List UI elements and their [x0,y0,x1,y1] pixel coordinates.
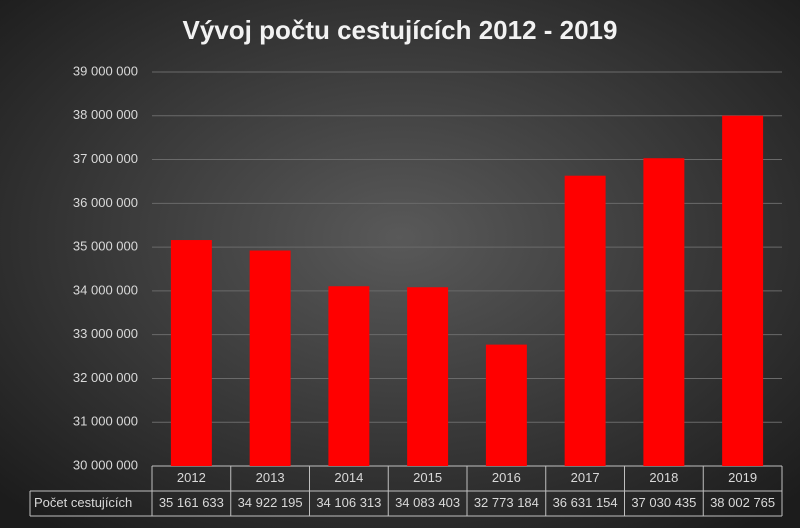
bar [564,175,606,466]
bar [407,287,449,466]
bar [722,115,764,466]
y-tick-label: 39 000 000 [73,63,138,78]
y-tick-label: 30 000 000 [73,457,138,472]
bar [170,240,212,466]
y-tick-label: 34 000 000 [73,282,138,297]
y-tick-label: 35 000 000 [73,239,138,254]
table-row-label: Počet cestujících [34,495,132,510]
table-value: 34 083 403 [395,495,460,510]
bar [328,286,370,466]
table-value: 35 161 633 [159,495,224,510]
chart-title: Vývoj počtu cestujících 2012 - 2019 [183,15,618,45]
y-tick-label: 31 000 000 [73,414,138,429]
y-tick-label: 32 000 000 [73,370,138,385]
x-tick-label: 2019 [728,470,757,485]
x-tick-label: 2015 [413,470,442,485]
y-tick-label: 37 000 000 [73,151,138,166]
x-tick-label: 2014 [334,470,363,485]
bar [485,344,527,466]
x-tick-label: 2017 [571,470,600,485]
x-tick-label: 2013 [256,470,285,485]
table-value: 37 030 435 [631,495,696,510]
bar [249,250,291,466]
bar [643,158,685,466]
x-tick-label: 2016 [492,470,521,485]
table-value: 36 631 154 [553,495,618,510]
table-value: 34 922 195 [238,495,303,510]
y-tick-label: 38 000 000 [73,107,138,122]
table-value: 32 773 184 [474,495,539,510]
table-value: 38 002 765 [710,495,775,510]
y-tick-label: 33 000 000 [73,326,138,341]
table-value: 34 106 313 [316,495,381,510]
x-tick-label: 2018 [649,470,678,485]
x-tick-label: 2012 [177,470,206,485]
y-tick-label: 36 000 000 [73,195,138,210]
